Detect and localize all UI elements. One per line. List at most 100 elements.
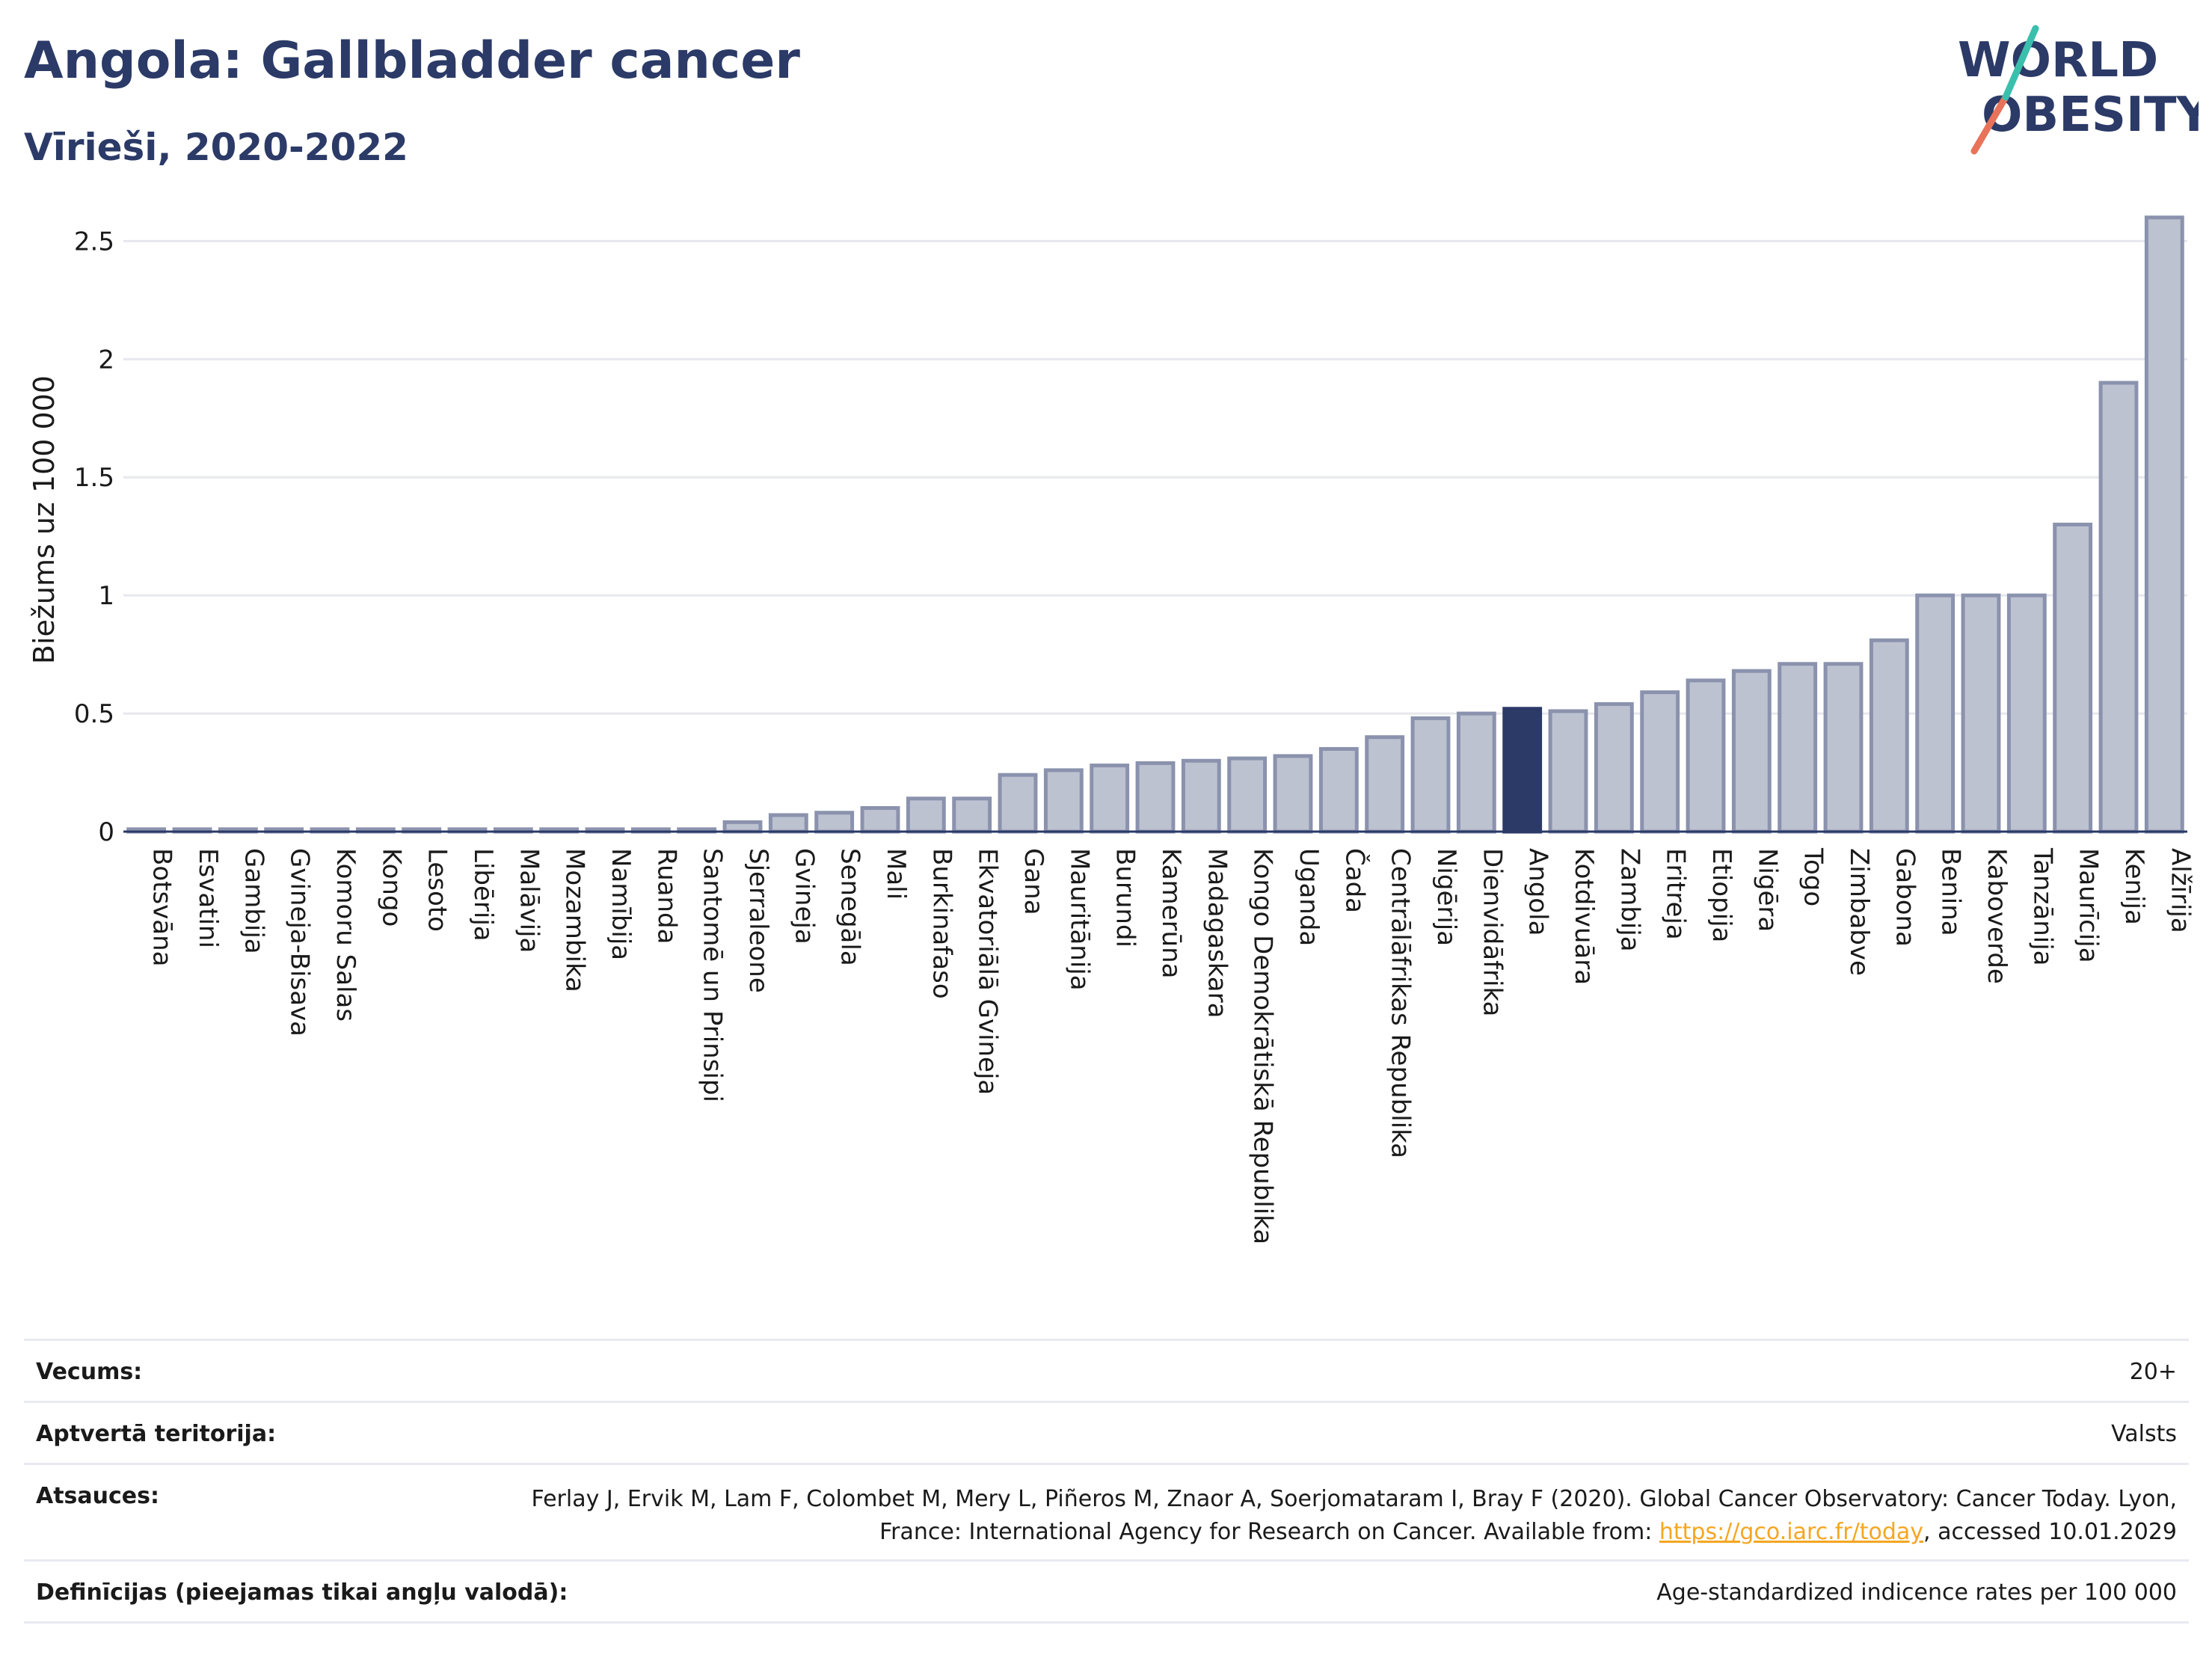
x-tick-label: Kotdivuāra — [1569, 848, 1599, 985]
info-row-definitions: Definīcijas (pieejamas tikai angļu valod… — [24, 1559, 2189, 1624]
references-value: Ferlay J, Ervik M, Lam F, Colombet M, Me… — [457, 1483, 2177, 1549]
world-obesity-logo: WORLD OBESITY — [1958, 25, 2199, 155]
bar — [2098, 381, 2139, 834]
x-tick-label: Kongo Demokrātiskā Republika — [1248, 848, 1278, 1244]
bar — [1043, 768, 1084, 834]
bars — [126, 215, 2184, 834]
y-tick-label: 0.5 — [74, 699, 114, 729]
x-tick-label: Togo — [1798, 847, 1828, 906]
bar — [768, 813, 808, 834]
bar — [1273, 754, 1313, 834]
x-tick-label: Uganda — [1294, 848, 1324, 946]
x-tick-label: Esvatini — [193, 848, 223, 948]
x-tick-label: Mauritānija — [1064, 848, 1094, 991]
bar — [1594, 701, 1634, 834]
x-tick-label: Santomē un Prinsipi — [698, 848, 728, 1102]
x-tick-label: Libērija — [468, 848, 498, 942]
y-tick-label: 1.5 — [74, 463, 114, 493]
bar — [722, 820, 763, 834]
bar — [2053, 522, 2093, 834]
x-tick-label: Nigēra — [1752, 848, 1782, 932]
x-tick-label: Ruanda — [651, 848, 681, 944]
x-tick-label: Gambija — [239, 848, 268, 954]
bar — [952, 796, 992, 834]
page-subtitle: Vīrieši, 2020-2022 — [24, 126, 408, 169]
x-tick-label: Kenija — [2119, 848, 2149, 925]
references-label: Atsauces: — [36, 1483, 159, 1509]
y-tick-label: 0 — [98, 817, 114, 847]
x-tick-label: Burundi — [1110, 848, 1140, 948]
x-tick-label: Burkinafaso — [927, 848, 956, 999]
x-tick-label: Etiopija — [1706, 848, 1736, 942]
x-tick-label: Mali — [881, 848, 911, 900]
y-tick-label: 1 — [98, 581, 114, 611]
x-tick-label: Botsvāna — [147, 848, 177, 967]
x-tick-label: Senegāla — [835, 848, 865, 966]
logo-slash-teal — [2002, 25, 2039, 101]
x-tick-label: Ekvatoriālā Gvineja — [973, 848, 1003, 1095]
x-tick-label: Zimbabve — [1844, 848, 1874, 976]
logo-word-1: WORLD — [1958, 33, 2158, 88]
y-tick-label: 2.5 — [74, 227, 114, 257]
x-tick-label: Madagaskara — [1202, 848, 1232, 1018]
x-tick-label: Kongo — [376, 848, 406, 927]
info-row-coverage: Aptvertā teritorija: Valsts — [24, 1401, 2189, 1463]
x-tick-label: Gabona — [1890, 848, 1920, 947]
bar — [1961, 593, 2001, 834]
bar — [1365, 735, 1405, 834]
info-table: Vecums: 20+ Aptvertā teritorija: Valsts … — [24, 1339, 2189, 1624]
bar — [1823, 662, 1864, 834]
y-axis-label: Biežums uz 100 000 — [28, 375, 61, 664]
x-tick-label: Eritreja — [1661, 848, 1691, 940]
x-tick-label: Komoru Salas — [331, 848, 360, 1022]
x-tick-label: Tanzānija — [2027, 847, 2057, 965]
info-row-references: Atsauces: Ferlay J, Ervik M, Lam F, Colo… — [24, 1463, 2189, 1559]
x-tick-label: Sjerraleone — [743, 848, 773, 993]
x-tick-label: Zambija — [1615, 848, 1644, 952]
x-tick-label: Angola — [1523, 848, 1553, 936]
bar — [1640, 690, 1680, 834]
x-tick-label: Kamerūna — [1156, 848, 1186, 978]
x-tick-label: Dienvidāfrika — [1477, 848, 1507, 1016]
x-tick-label: Gvineja-Bisava — [285, 848, 315, 1037]
bar-chart: 0 0.5 1 1.5 2 2.5 Biežums uz 100 000 Botsvāna… — [28, 215, 2196, 1244]
bar — [860, 805, 900, 834]
bar — [1456, 711, 1496, 834]
bar — [1318, 746, 1359, 834]
age-label: Vecums: — [36, 1359, 143, 1385]
bar — [1410, 716, 1451, 834]
references-link[interactable]: https://gco.iarc.fr/today — [1659, 1519, 1924, 1545]
bar — [1778, 662, 1818, 834]
x-tick-label: Čada — [1339, 848, 1370, 913]
coverage-label: Aptvertā teritorija: — [36, 1421, 277, 1447]
x-tick-label: Mozambika — [560, 848, 590, 992]
bar — [906, 796, 946, 834]
bar — [1731, 669, 1772, 834]
bar — [2144, 215, 2184, 834]
definitions-value: Age-standardized indicence rates per 100… — [1656, 1579, 2177, 1606]
info-row-age: Vecums: 20+ — [24, 1339, 2189, 1401]
bar — [1869, 638, 1909, 834]
bar-highlighted — [1502, 707, 1543, 834]
definitions-label: Definīcijas (pieejamas tikai angļu valod… — [36, 1579, 568, 1606]
bar — [1181, 758, 1221, 834]
bar — [1915, 593, 1956, 834]
coverage-value: Valsts — [2111, 1421, 2177, 1447]
y-tick-labels: 0 0.5 1 1.5 2 2.5 — [74, 227, 114, 847]
page-title: Angola: Gallbladder cancer — [24, 31, 800, 90]
bar — [1135, 761, 1176, 834]
x-tick-label: Centrālāfrikas Republika — [1386, 848, 1416, 1158]
references-text: Ferlay J, Ervik M, Lam F, Colombet M, Me… — [531, 1486, 2177, 1545]
logo-word-2: OBESITY — [1982, 87, 2199, 143]
x-tick-label: Gvineja — [789, 848, 819, 945]
x-tick-label: Alžīrija — [2165, 848, 2195, 933]
x-tick-labels: Botsvāna Esvatini Gambija Gvineja-Bisava Kom… — [147, 847, 2196, 1244]
x-tick-label: Kaboverde — [1982, 848, 2012, 984]
age-value: 20+ — [2129, 1359, 2177, 1385]
x-tick-label: Benina — [1936, 848, 1966, 936]
bar — [2006, 593, 2047, 834]
bar — [814, 811, 855, 834]
x-tick-label: Nigērija — [1431, 848, 1461, 946]
x-tick-label: Malāvija — [514, 848, 544, 953]
bar — [998, 773, 1038, 834]
